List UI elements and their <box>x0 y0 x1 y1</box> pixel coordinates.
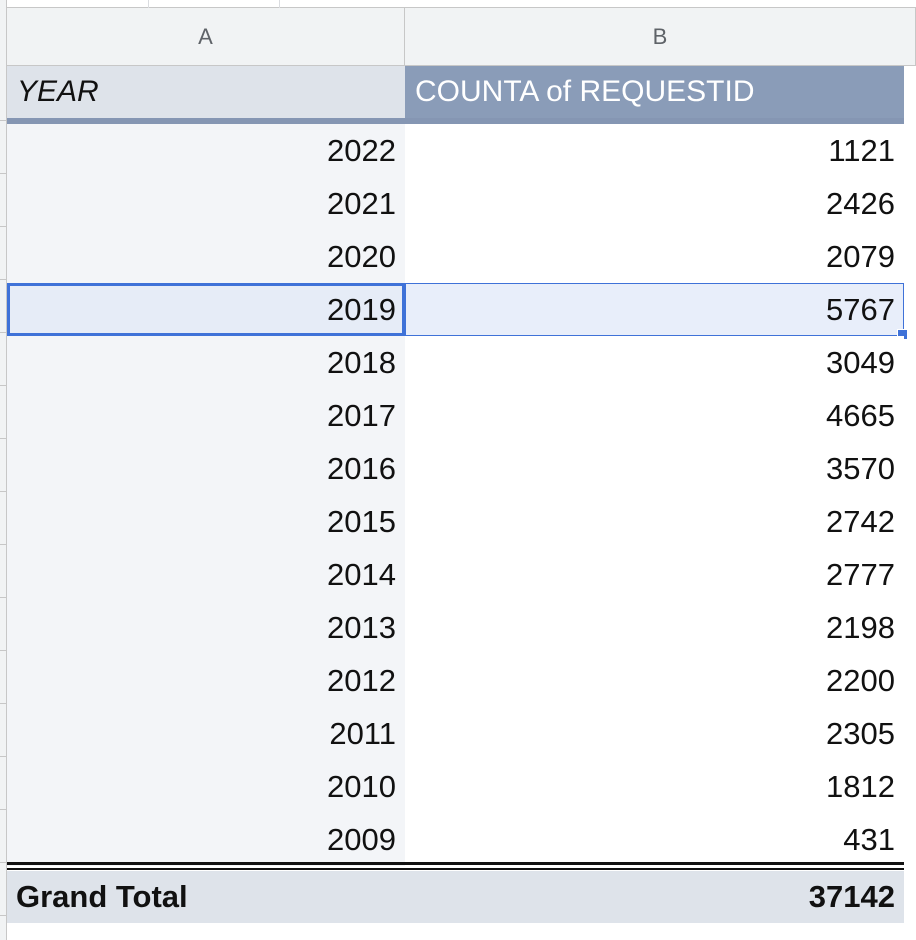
year-cell[interactable]: 2012 <box>7 654 405 707</box>
frozen-divider <box>7 0 916 8</box>
column-header-a[interactable]: A <box>7 8 405 66</box>
pivot-data-rows: 2022 1121 2021 2426 2020 2079 2019 5767 2018 3049… <box>7 124 916 866</box>
row-divider-tick <box>0 809 7 810</box>
year-cell[interactable]: 2011 <box>7 707 405 760</box>
table-row: 2017 4665 <box>7 389 916 442</box>
table-row: 2013 2198 <box>7 601 916 654</box>
table-row: 2012 2200 <box>7 654 916 707</box>
year-cell[interactable]: 2019 <box>7 283 405 336</box>
pivot-value-header-label: COUNTA of REQUESTID <box>415 75 755 108</box>
row-divider-tick <box>0 173 7 174</box>
grand-total-divider-secondary <box>7 868 904 870</box>
row-divider-tick <box>0 597 7 598</box>
count-cell[interactable]: 2426 <box>405 177 904 230</box>
table-row: 2015 2742 <box>7 495 916 548</box>
pivot-row-header-label: YEAR <box>17 75 99 108</box>
count-cell[interactable]: 2777 <box>405 548 904 601</box>
table-row: 2009 431 <box>7 813 916 866</box>
table-row: 2019 5767 <box>7 283 916 340</box>
count-cell[interactable]: 3049 <box>405 336 904 389</box>
year-cell[interactable]: 2010 <box>7 760 405 813</box>
row-divider-tick <box>0 650 7 651</box>
count-cell[interactable]: 4665 <box>405 389 904 442</box>
year-cell[interactable]: 2015 <box>7 495 405 548</box>
row-divider-tick <box>0 703 7 704</box>
grand-total-divider <box>7 862 904 865</box>
count-cell[interactable]: 2079 <box>405 230 904 283</box>
row-divider-tick <box>0 756 7 757</box>
count-cell[interactable]: 5767 <box>405 283 904 336</box>
row-divider-tick <box>0 915 7 916</box>
table-row: 2016 3570 <box>7 442 916 495</box>
year-cell[interactable]: 2021 <box>7 177 405 230</box>
count-cell[interactable]: 2200 <box>405 654 904 707</box>
count-cell[interactable]: 2742 <box>405 495 904 548</box>
year-cell[interactable]: 2018 <box>7 336 405 389</box>
count-cell[interactable]: 1121 <box>405 124 904 177</box>
pivot-value-header-cell[interactable]: COUNTA of REQUESTID <box>405 66 904 124</box>
year-cell[interactable]: 2017 <box>7 389 405 442</box>
count-cell[interactable]: 3570 <box>405 442 904 495</box>
year-cell[interactable]: 2016 <box>7 442 405 495</box>
row-divider-tick <box>0 120 7 121</box>
row-header-strip[interactable] <box>0 0 7 940</box>
row-divider-tick <box>0 279 7 280</box>
table-row: 2020 2079 <box>7 230 916 283</box>
row-divider-tick <box>0 438 7 439</box>
row-divider-tick <box>0 544 7 545</box>
column-header-a-label: A <box>198 23 213 49</box>
table-row: 2011 2305 <box>7 707 916 760</box>
count-cell[interactable]: 2305 <box>405 707 904 760</box>
year-cell[interactable]: 2020 <box>7 230 405 283</box>
year-cell[interactable]: 2009 <box>7 813 405 866</box>
grand-total-value-cell[interactable]: 37142 <box>808 879 895 914</box>
row-divider-tick <box>0 491 7 492</box>
table-row: 2010 1812 <box>7 760 916 813</box>
table-row: 2022 1121 <box>7 124 916 177</box>
row-divider-tick <box>0 385 7 386</box>
year-cell[interactable]: 2013 <box>7 601 405 654</box>
table-row: 2021 2426 <box>7 177 916 230</box>
row-divider-tick <box>0 332 7 333</box>
year-cell[interactable]: 2014 <box>7 548 405 601</box>
row-divider-tick <box>0 226 7 227</box>
count-cell[interactable]: 431 <box>405 813 904 866</box>
grand-total-row: Grand Total 37142 <box>7 871 904 923</box>
count-cell[interactable]: 1812 <box>405 760 904 813</box>
grand-total-label-cell[interactable]: Grand Total <box>16 879 188 914</box>
count-cell[interactable]: 2198 <box>405 601 904 654</box>
pivot-row-header-cell[interactable]: YEAR <box>7 66 405 124</box>
table-row: 2014 2777 <box>7 548 916 601</box>
table-row: 2018 3049 <box>7 336 916 389</box>
column-header-b-label: B <box>652 23 668 49</box>
column-header-b[interactable]: B <box>405 8 916 66</box>
row-divider-tick <box>0 862 7 863</box>
year-cell[interactable]: 2022 <box>7 124 405 177</box>
